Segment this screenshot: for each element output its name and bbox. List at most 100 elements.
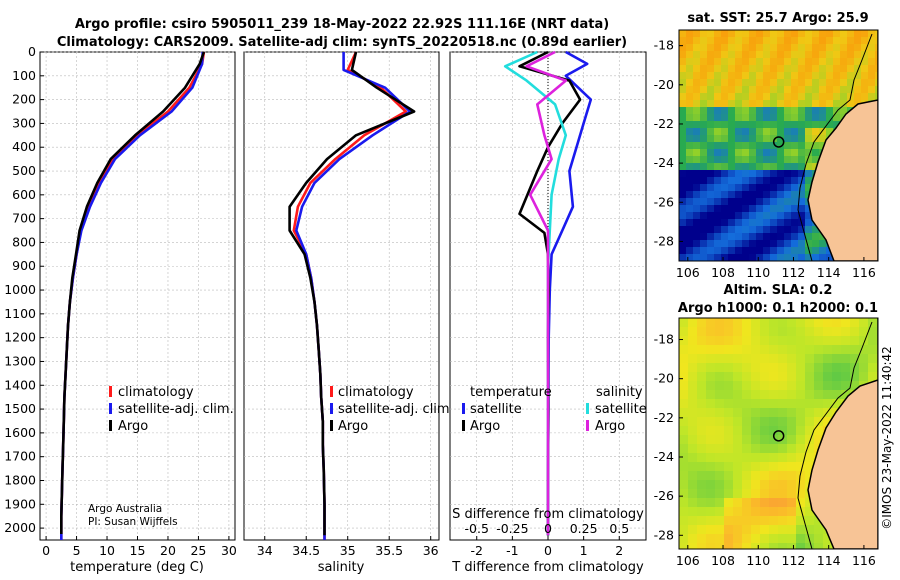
map-cell [805, 93, 813, 101]
map-cell [868, 372, 878, 382]
map-cell [693, 205, 701, 213]
map-cell [693, 233, 701, 241]
map-cell [742, 363, 752, 373]
map-cell [721, 205, 729, 213]
map-cell [756, 65, 764, 73]
map-cell [756, 149, 764, 157]
map-cell [861, 72, 869, 80]
sla-map: Altim. SLA: 0.2 Argo h1000: 0.1 h2000: 0… [654, 283, 879, 568]
map-cell [812, 226, 820, 234]
map-cell [798, 233, 806, 241]
map-cell [700, 142, 708, 150]
map-cell [686, 184, 694, 192]
map-cell [819, 107, 827, 115]
map-cell [787, 462, 797, 472]
map-cell [721, 58, 729, 66]
map-cell [784, 93, 792, 101]
map-cell [751, 462, 761, 472]
map-cell [697, 453, 707, 463]
map-cell [847, 79, 855, 87]
map-cell [787, 327, 797, 337]
map-cell [688, 471, 698, 481]
map-cell [796, 336, 806, 346]
map-cell [697, 516, 707, 526]
map-cell [742, 462, 752, 472]
map-cell [770, 177, 778, 185]
map-cell [805, 444, 815, 454]
map-cell [854, 44, 862, 52]
map-cell [714, 135, 722, 143]
map-cell [693, 37, 701, 45]
map-cell [724, 444, 734, 454]
map-cell [688, 516, 698, 526]
map-cell [847, 100, 855, 108]
map-cell [763, 163, 771, 171]
map-cell [697, 444, 707, 454]
map-cell [742, 135, 750, 143]
map-cell [749, 177, 757, 185]
map-cell [805, 219, 813, 227]
map-cell [819, 58, 827, 66]
map-cell [784, 72, 792, 80]
map-cell [733, 336, 743, 346]
map-cell [778, 525, 788, 535]
map-cell [728, 72, 736, 80]
map-cell [769, 462, 779, 472]
map-cell [778, 489, 788, 499]
difference-panel: -2 -1 0 1 2 -0.5 -0.25 0 0.25 0.5 T difference f… [449, 50, 647, 575]
map-y-tick-label: -22 [654, 116, 674, 131]
map-cell [693, 177, 701, 185]
map-cell [840, 107, 848, 115]
map-cell [749, 233, 757, 241]
map-cell [679, 408, 689, 418]
map-cell [749, 107, 757, 115]
map-cell [679, 240, 687, 248]
map-cell [826, 79, 834, 87]
map-cell [733, 462, 743, 472]
map-cell [868, 37, 876, 45]
map-cell [861, 65, 869, 73]
map-cell [700, 177, 708, 185]
map-cell [686, 128, 694, 136]
map-cell [798, 51, 806, 59]
map-cell [760, 480, 770, 490]
map-cell [787, 390, 797, 400]
map-cell [760, 417, 770, 427]
map-cell [679, 177, 687, 185]
map-cell [760, 489, 770, 499]
map-cell [706, 381, 716, 391]
map-cell [770, 121, 778, 129]
map-cell [850, 381, 860, 391]
map-cell [778, 462, 788, 472]
map-cell [805, 354, 815, 364]
map-y-tick-label: -20 [654, 371, 674, 386]
map-cell [778, 354, 788, 364]
map-cell [784, 37, 792, 45]
map-cell [724, 462, 734, 472]
map-cell [796, 462, 806, 472]
map-y-tick-label: -18 [654, 38, 674, 53]
map-cell [707, 233, 715, 241]
map-cell [733, 399, 743, 409]
legend-sal-argo-swatch [586, 420, 589, 431]
map-cell [819, 240, 827, 248]
legend-temp-argo-swatch [462, 420, 465, 431]
map-cell [791, 58, 799, 66]
map-cell [735, 79, 743, 87]
x-tick-label: 30 [221, 543, 237, 558]
sla-coastline [807, 318, 878, 549]
map-cell [760, 363, 770, 373]
map-cell [688, 381, 698, 391]
map-cell [770, 219, 778, 227]
map-cell [832, 336, 842, 346]
map-x-tick-label: 106 [676, 553, 700, 568]
credit-line2: PI: Susan Wijffels [88, 516, 178, 528]
map-cell [700, 135, 708, 143]
map-cell [784, 156, 792, 164]
legend-temperature-title: temperature [470, 385, 552, 400]
map-cell [693, 198, 701, 206]
map-cell [721, 226, 729, 234]
map-cell [833, 79, 841, 87]
map-cell [728, 30, 736, 38]
map-cell [763, 135, 771, 143]
